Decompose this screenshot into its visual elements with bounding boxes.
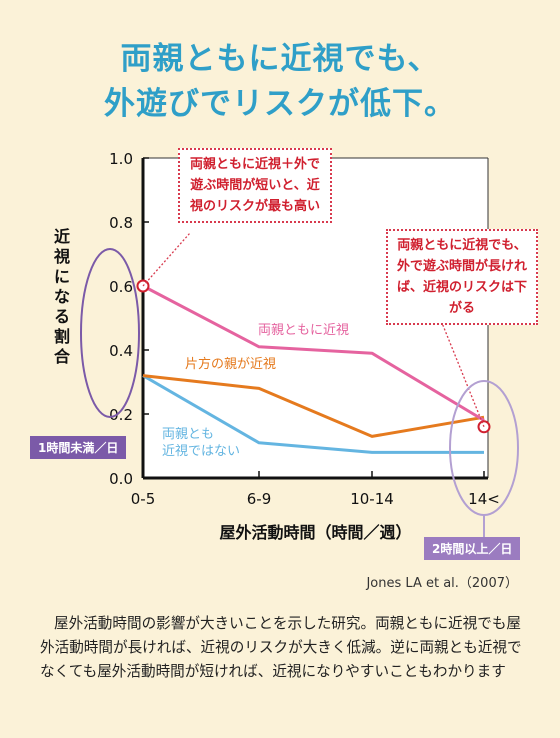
x-tick-label: 10-14	[350, 490, 394, 508]
series-label-1: 片方の親が近視	[185, 356, 276, 372]
x-axis-title: 屋外活動時間（時間／週）	[219, 523, 411, 542]
callout-low-risk: 両親ともに近視でも、外で遊ぶ時間が長ければ、近視のリスクは下がる	[386, 229, 538, 325]
x-tick-label: 14<	[468, 490, 500, 508]
series-line-0	[142, 284, 485, 422]
ellipse-short-time	[80, 248, 140, 418]
y-tick-label: 1.0	[109, 150, 133, 168]
badge-long-time: 2時間以上／日	[424, 537, 521, 560]
y-tick-label: 0.6	[109, 278, 133, 296]
title-line-2: 外遊びでリスクが低下。	[104, 86, 456, 122]
y-axis-title: 近視になる割合	[53, 227, 71, 366]
y-tick-label: 0.8	[109, 214, 133, 232]
series-label-0: 両親ともに近視	[258, 323, 349, 338]
y-tick-label: 0.4	[109, 342, 133, 360]
x-tick-label: 0-5	[131, 490, 156, 508]
x-tick-label: 6-9	[247, 490, 272, 508]
callout-connector-low	[439, 317, 485, 428]
callout-high-risk: 両親ともに近視＋外で遊ぶ時間が短いと、近視のリスクが最も高い	[178, 148, 332, 223]
citation: Jones LA et al.（2007）	[366, 576, 518, 591]
y-tick-label: 0.2	[109, 406, 133, 424]
series-label-2: 両親とも近視ではない	[162, 427, 240, 459]
series-line-2	[142, 374, 484, 454]
description: 屋外活動時間の影響が大きいことを示した研究。両親ともに近視でも屋外活動時間が長け…	[40, 615, 522, 680]
y-tick-label: 0.0	[109, 470, 133, 488]
badge-short-time: 1時間未満／日	[30, 436, 127, 459]
title-line-1: 両親ともに近視でも、	[120, 41, 440, 77]
series-line-1	[142, 374, 485, 438]
